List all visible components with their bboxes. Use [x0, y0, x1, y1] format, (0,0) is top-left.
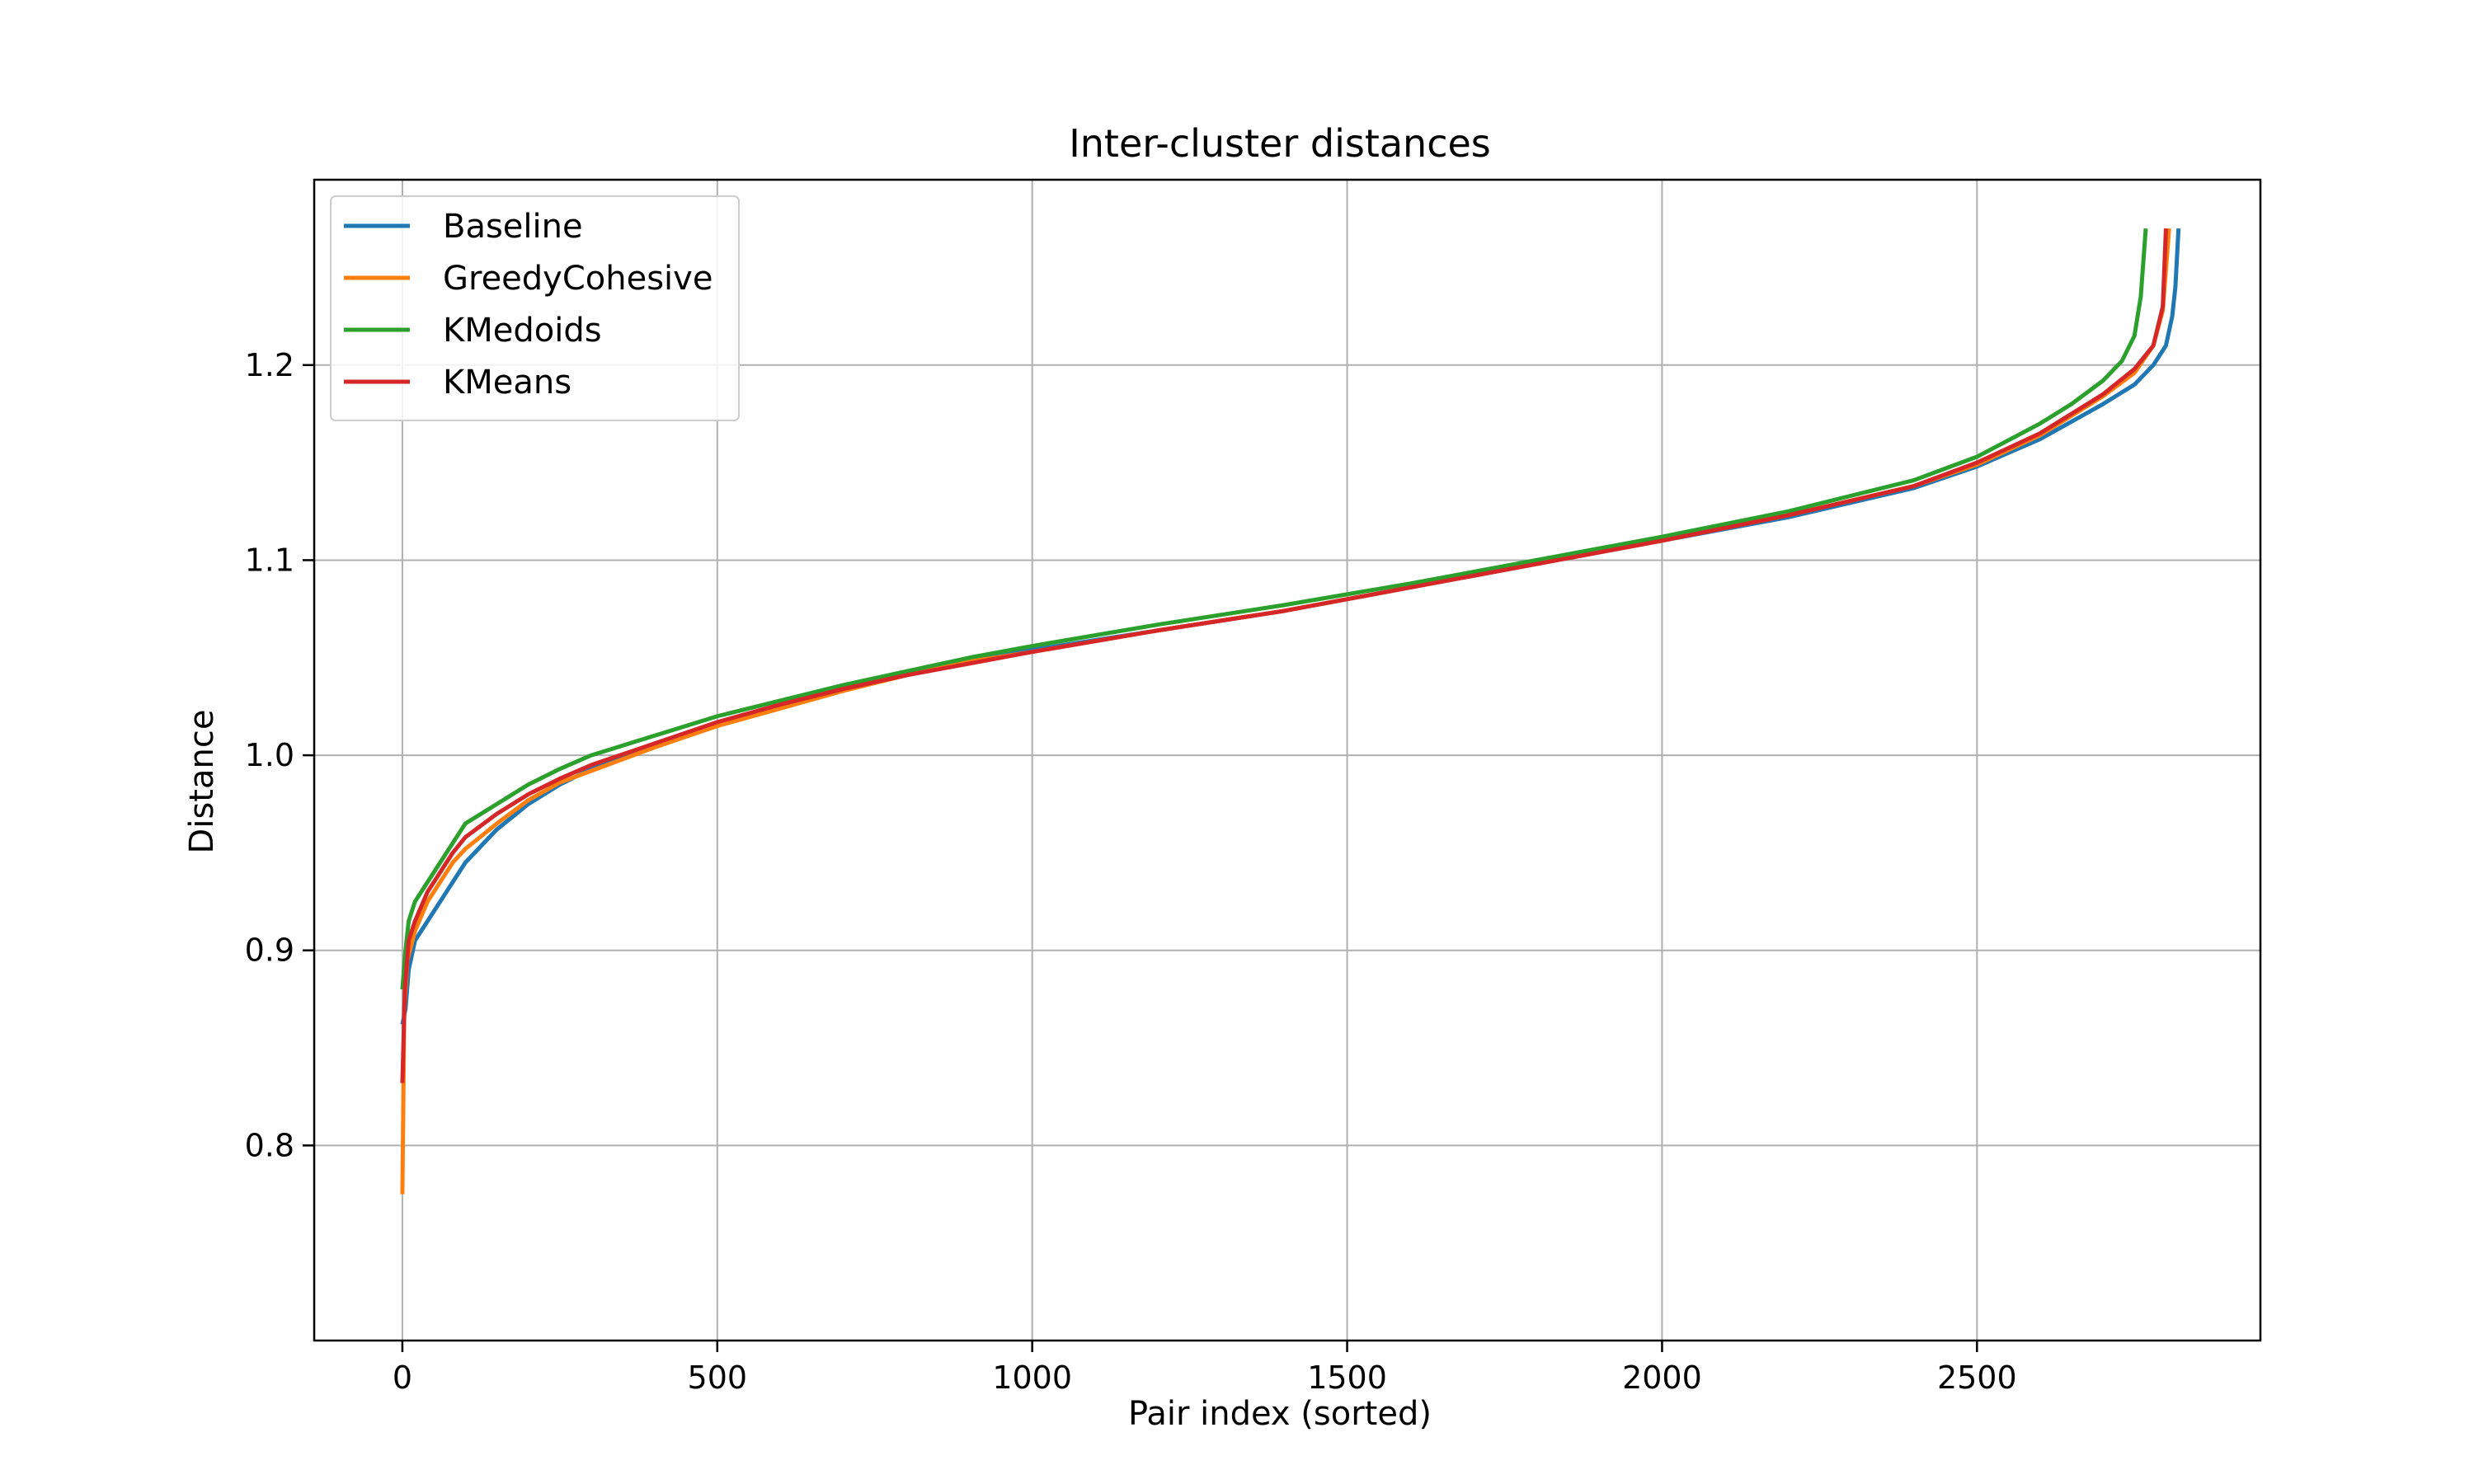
- y-tick-label-1: 0.9: [245, 932, 294, 969]
- series-lines: [400, 228, 2181, 1195]
- y-tick-label-4: 1.2: [245, 347, 294, 383]
- y-axis-label: Distance: [183, 710, 221, 854]
- legend-label-baseline: Baseline: [443, 208, 583, 246]
- x-tick-label-0: 0: [393, 1360, 412, 1396]
- x-tick-label-4: 2000: [1622, 1360, 1702, 1396]
- axis-ticks: 0 500 1000 1500 2000 2500 0.8 0.9 1.0 1.1 1.2: [245, 347, 2017, 1396]
- x-axis-label: Pair index (sorted): [1128, 1395, 1432, 1433]
- series-line-kmedoids: [400, 228, 2148, 990]
- x-tick-label-3: 1500: [1307, 1360, 1387, 1396]
- plot-frame: [313, 178, 2262, 1342]
- y-tick-label-0: 0.8: [245, 1127, 294, 1163]
- x-tick-label-5: 2500: [1937, 1360, 2017, 1396]
- legend: Baseline GreedyCohesive KMedoids KMeans: [330, 195, 740, 421]
- y-tick-label-3: 1.1: [245, 542, 294, 578]
- legend-label-kmedoids: KMedoids: [443, 312, 602, 350]
- series-line-kmeans: [400, 228, 2168, 1083]
- chart-title: Inter-cluster distances: [1069, 121, 1491, 166]
- legend-label-greedycohesive: GreedyCohesive: [443, 260, 713, 298]
- legend-box: [330, 195, 740, 421]
- legend-label-kmeans: KMeans: [443, 364, 571, 402]
- x-tick-label-1: 500: [688, 1360, 748, 1396]
- y-tick-label-2: 1.0: [245, 737, 294, 773]
- x-tick-label-2: 1000: [992, 1360, 1072, 1396]
